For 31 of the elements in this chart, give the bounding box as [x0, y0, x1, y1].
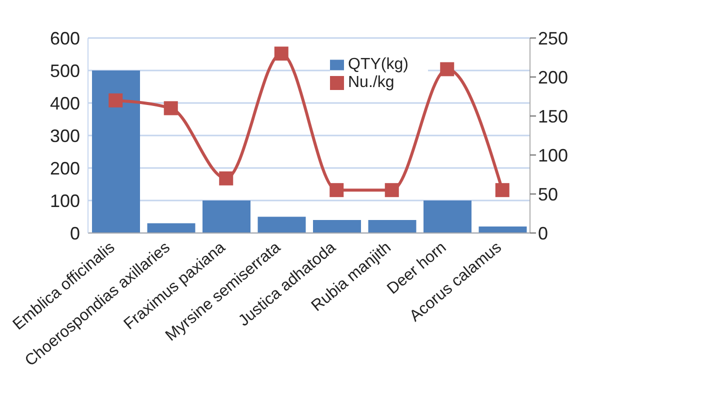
y-tick-label: 100 — [50, 190, 80, 211]
bar — [202, 200, 250, 233]
point — [330, 183, 344, 198]
bar — [368, 220, 416, 233]
y2-tick-label: 150 — [538, 106, 568, 126]
point — [219, 171, 234, 186]
legend-label: QTY(kg) — [348, 56, 408, 73]
y2-tick-label: 50 — [538, 184, 558, 204]
bar — [258, 216, 306, 233]
bar — [313, 220, 361, 233]
y2-tick-label: 0 — [538, 223, 548, 244]
legend-label: Nu./kg — [348, 74, 394, 91]
point — [495, 183, 510, 198]
y-tick-label: 300 — [50, 126, 80, 146]
bar — [478, 226, 527, 233]
y-tick-label: 200 — [50, 158, 80, 178]
y2-tick-label: 100 — [538, 145, 568, 166]
point — [108, 93, 123, 108]
y-tick-label: 500 — [50, 60, 80, 81]
y-tick-label: 400 — [50, 93, 80, 114]
point — [440, 62, 454, 76]
bar — [147, 223, 196, 233]
point — [164, 101, 178, 116]
y-tick-label: 0 — [70, 223, 80, 244]
bar — [424, 200, 472, 233]
y2-tick-label: 200 — [538, 67, 568, 88]
y2-tick-label: 250 — [538, 28, 568, 48]
point — [384, 183, 399, 198]
y-tick-label: 600 — [50, 28, 80, 48]
bar — [92, 70, 140, 233]
point — [274, 46, 288, 61]
